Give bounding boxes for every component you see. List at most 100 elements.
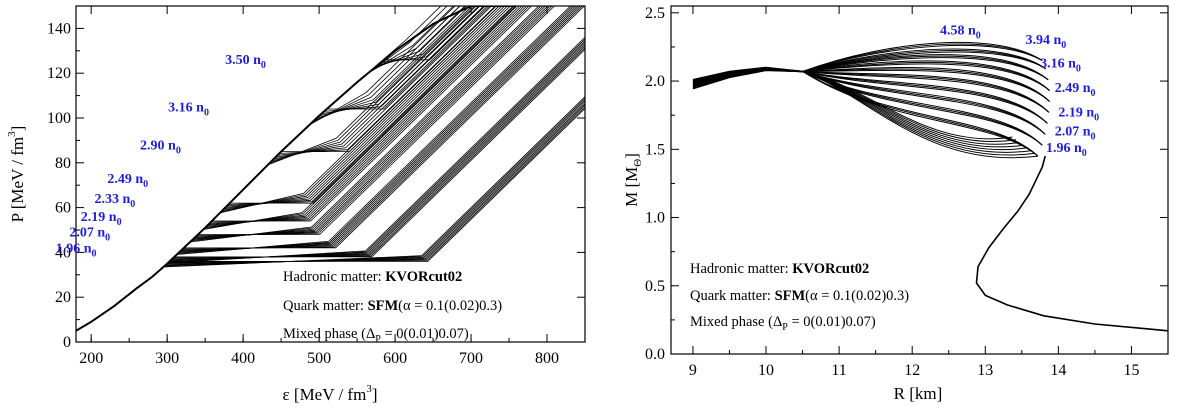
mr-hybrid-branch <box>802 54 1049 81</box>
mr-hybrid-branch <box>802 71 1046 135</box>
eos-curve <box>76 6 471 332</box>
mr-hybrid-branch <box>802 71 1046 135</box>
mass-radius-panel: 9 10 11 12 13 14 15 0.0 0.5 1.0 1.5 2.0 2.5 4.58 n0 3… <box>622 5 1169 403</box>
eos-info-mixed: Mixed phase (ΔP = 0(0.01)0.07) <box>283 326 469 345</box>
eos-curve <box>76 6 442 332</box>
mr-hybrid-lower-branch <box>802 71 1031 153</box>
eos-x-tick-label: 500 <box>307 350 331 367</box>
eos-curve <box>76 6 461 332</box>
eos-curve <box>76 48 585 332</box>
mr-hybrid-branch <box>802 71 1050 113</box>
mr-hybrid-branch <box>802 43 1043 72</box>
mr-hadronic-branch <box>975 155 1168 332</box>
mr-info-box: Hadronic matter: KVORcut02 Quark matter:… <box>690 261 909 333</box>
eos-info-quark: Quark matter: SFM(α = 0.1(0.02)0.3) <box>283 298 502 314</box>
mr-x-tick-label: 12 <box>904 362 920 379</box>
eos-x-tick-label: 600 <box>383 350 407 367</box>
mr-y-tick-label: 0.5 <box>645 278 665 295</box>
mr-density-label: 4.58 n0 <box>940 24 981 42</box>
eos-x-tick-label: 400 <box>231 350 255 367</box>
mr-density-labels: 4.58 n0 3.94 n0 3.16 n0 2.49 n0 2.19 n02.07 … <box>940 24 1099 159</box>
eos-x-tick-label: 700 <box>459 350 483 367</box>
mr-info-hadronic: Hadronic matter: KVORcut02 <box>690 261 869 277</box>
mr-y-tick-label: 2.5 <box>645 5 665 22</box>
mr-hybrid-branch <box>802 63 1050 91</box>
mr-hybrid-branch <box>802 41 1043 72</box>
mr-hybrid-branch <box>802 51 1047 72</box>
eos-curve <box>76 97 585 332</box>
eos-density-label: 2.33 n0 <box>94 192 135 210</box>
mr-density-label: 2.49 n0 <box>1055 81 1096 99</box>
eos-curve <box>76 6 448 332</box>
eos-curve <box>76 6 477 332</box>
eos-curve <box>76 47 585 332</box>
eos-density-label: 3.50 n0 <box>225 53 266 71</box>
eos-curve <box>76 6 481 332</box>
eos-curve <box>76 6 580 332</box>
eos-curve <box>76 6 461 332</box>
eos-density-label: 2.49 n0 <box>107 172 148 190</box>
mr-hybrid-branch <box>802 71 1039 157</box>
mr-y-tick-label: 1.5 <box>645 141 665 158</box>
eos-y-tick-label: 80 <box>55 155 71 172</box>
eos-panel: 200 300 400 500 600 700 800020406080100120140 … <box>6 5 586 404</box>
mr-hybrid-branch <box>802 71 1048 124</box>
eos-curve <box>76 6 496 332</box>
eos-y-tick-label: 60 <box>55 200 71 217</box>
eos-curve <box>76 6 467 332</box>
eos-density-labels: 1.96 n02.07 n02.19 n02.33 n0 2.49 n0 2.90 … <box>56 53 266 259</box>
mr-density-label: 3.94 n0 <box>1025 33 1066 51</box>
mr-hybrid-lower-branch <box>802 71 1027 150</box>
eos-ticks: 200 300 400 500 600 700 800 0 20 40 60 80 100 120 140 <box>47 6 586 367</box>
mr-hybrid-branch <box>802 60 1050 91</box>
eos-y-tick-label: 100 <box>47 110 71 127</box>
mr-hybrid-branch <box>802 71 1048 124</box>
mr-hybrid-lower-branch <box>802 71 1013 140</box>
mr-x-tick-label: 13 <box>977 362 993 379</box>
mr-plot-frame <box>670 5 1169 355</box>
eos-y-tick-label: 20 <box>55 289 71 306</box>
mr-y-tick-label: 1.0 <box>645 210 665 227</box>
eos-curve <box>76 96 585 332</box>
eos-y-axis-label: P [MeV / fm3] <box>6 126 27 223</box>
mr-x-tick-label: 9 <box>689 362 697 379</box>
mr-hybrid-branch <box>802 44 1043 72</box>
eos-x-tick-label: 300 <box>155 350 179 367</box>
eos-density-label: 2.90 n0 <box>140 138 181 156</box>
mr-x-tick-label: 10 <box>758 362 774 379</box>
eos-curve <box>76 6 466 332</box>
mr-density-label: 1.96 n0 <box>1046 141 1087 159</box>
mr-hybrid-branch <box>802 57 1049 81</box>
mr-x-tick-label: 14 <box>1050 362 1066 379</box>
eos-y-tick-label: 0 <box>63 334 71 351</box>
eos-plot-frame <box>75 5 586 343</box>
eos-x-axis-label: ε [MeV / fm3] <box>283 383 378 404</box>
eos-curve <box>76 6 481 332</box>
mr-hybrid-branch <box>802 48 1047 72</box>
eos-density-label: 2.07 n0 <box>69 226 110 244</box>
eos-info-hadronic: Hadronic matter: KVORcut02 <box>283 269 462 285</box>
eos-curve <box>76 6 486 332</box>
eos-y-tick-label: 40 <box>55 244 71 261</box>
mr-y-axis-label: M [MΘ] <box>622 153 644 207</box>
mr-density-label: 2.07 n0 <box>1055 125 1096 143</box>
mr-info-mixed: Mixed phase (ΔP = 0(0.01)0.07) <box>690 314 876 333</box>
mr-hybrid-branch <box>802 49 1047 72</box>
eos-curve <box>76 43 585 332</box>
eos-curve <box>76 6 454 332</box>
eos-curve <box>76 45 585 332</box>
eos-y-tick-label: 140 <box>47 20 71 37</box>
mr-unstable-tail <box>692 66 803 81</box>
mr-ticks: 9 10 11 12 13 14 15 0.0 0.5 1.0 1.5 2.0 2.5 <box>645 5 1168 379</box>
eos-curve <box>76 6 476 332</box>
mr-hybrid-branch <box>802 71 1048 124</box>
eos-curve <box>76 41 585 332</box>
mr-hybrid-branch <box>802 55 1049 81</box>
mr-curves <box>692 41 1168 332</box>
mr-y-tick-label: 0.0 <box>645 346 665 363</box>
mr-hybrid-branch <box>802 68 1050 102</box>
mr-y-tick-label: 2.0 <box>645 73 665 90</box>
mr-hybrid-branch <box>802 69 1050 102</box>
eos-curve <box>76 6 474 332</box>
